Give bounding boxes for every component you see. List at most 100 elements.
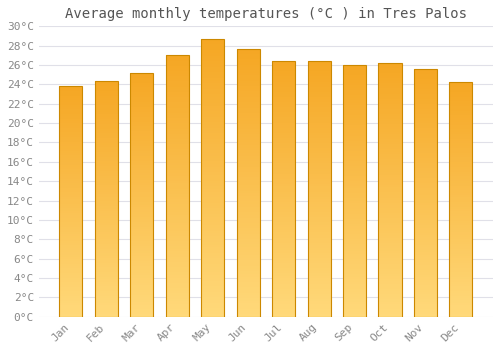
Bar <box>95 237 118 239</box>
Bar <box>343 123 366 125</box>
Bar <box>378 292 402 294</box>
Bar <box>272 197 295 199</box>
Bar <box>236 126 260 129</box>
Bar <box>378 205 402 208</box>
Bar <box>95 91 118 93</box>
Bar <box>236 290 260 293</box>
Bar <box>343 256 366 259</box>
Bar <box>166 223 189 225</box>
Bar <box>95 150 118 152</box>
Bar <box>236 183 260 186</box>
Bar <box>236 57 260 59</box>
Bar <box>343 221 366 224</box>
Bar <box>308 281 330 284</box>
Bar <box>201 92 224 94</box>
Bar <box>308 161 330 163</box>
Bar <box>343 309 366 312</box>
Bar <box>201 278 224 281</box>
Bar <box>343 72 366 75</box>
Bar <box>60 178 82 181</box>
Bar <box>95 312 118 314</box>
Bar <box>95 209 118 211</box>
Bar <box>378 268 402 271</box>
Bar <box>272 291 295 294</box>
Bar <box>236 140 260 142</box>
Bar <box>308 304 330 307</box>
Bar <box>272 122 295 125</box>
Bar <box>450 305 472 307</box>
Bar <box>450 225 472 228</box>
Bar <box>201 284 224 286</box>
Bar <box>166 197 189 199</box>
Bar <box>130 80 154 83</box>
Bar <box>308 271 330 273</box>
Bar <box>378 266 402 268</box>
Bar <box>450 312 472 314</box>
Bar <box>308 248 330 250</box>
Bar <box>378 124 402 126</box>
Bar <box>414 297 437 300</box>
Bar <box>308 153 330 156</box>
Bar <box>343 158 366 161</box>
Bar <box>166 280 189 283</box>
Bar <box>130 278 154 280</box>
Bar <box>414 208 437 210</box>
Bar <box>378 104 402 106</box>
Bar <box>378 149 402 152</box>
Bar <box>343 146 366 148</box>
Bar <box>450 251 472 253</box>
Bar <box>201 258 224 261</box>
Bar <box>414 106 437 108</box>
Bar <box>450 300 472 303</box>
Bar <box>60 312 82 315</box>
Bar <box>414 86 437 89</box>
Bar <box>414 314 437 317</box>
Bar <box>308 299 330 301</box>
Bar <box>272 309 295 312</box>
Bar <box>414 113 437 116</box>
Bar <box>343 302 366 304</box>
Bar <box>450 195 472 197</box>
Bar <box>60 243 82 245</box>
Bar <box>343 68 366 70</box>
Bar <box>130 234 154 236</box>
Bar <box>308 230 330 232</box>
Bar <box>414 302 437 304</box>
Bar <box>308 92 330 94</box>
Bar <box>450 134 472 136</box>
Bar <box>166 210 189 212</box>
Bar <box>95 192 118 195</box>
Bar <box>201 264 224 267</box>
Bar <box>201 289 224 292</box>
Bar <box>450 197 472 199</box>
Bar <box>308 194 330 197</box>
Bar <box>201 250 224 253</box>
Bar <box>308 176 330 179</box>
Bar <box>166 246 189 249</box>
Bar <box>236 97 260 99</box>
Bar <box>201 133 224 136</box>
Bar <box>308 128 330 130</box>
Bar <box>201 167 224 169</box>
Bar <box>378 261 402 264</box>
Bar <box>60 186 82 188</box>
Bar <box>236 167 260 169</box>
Bar <box>414 111 437 113</box>
Bar <box>378 228 402 231</box>
Bar <box>236 191 260 194</box>
Bar <box>130 263 154 266</box>
Bar <box>272 222 295 225</box>
Bar <box>166 217 189 220</box>
Bar <box>343 198 366 201</box>
Bar <box>414 245 437 247</box>
Bar <box>95 112 118 114</box>
Bar <box>450 314 472 317</box>
Bar <box>236 263 260 266</box>
Bar <box>272 227 295 230</box>
Bar <box>272 266 295 268</box>
Bar <box>378 231 402 233</box>
Bar <box>201 245 224 247</box>
Bar <box>343 116 366 118</box>
Bar <box>166 306 189 309</box>
Bar <box>450 282 472 284</box>
